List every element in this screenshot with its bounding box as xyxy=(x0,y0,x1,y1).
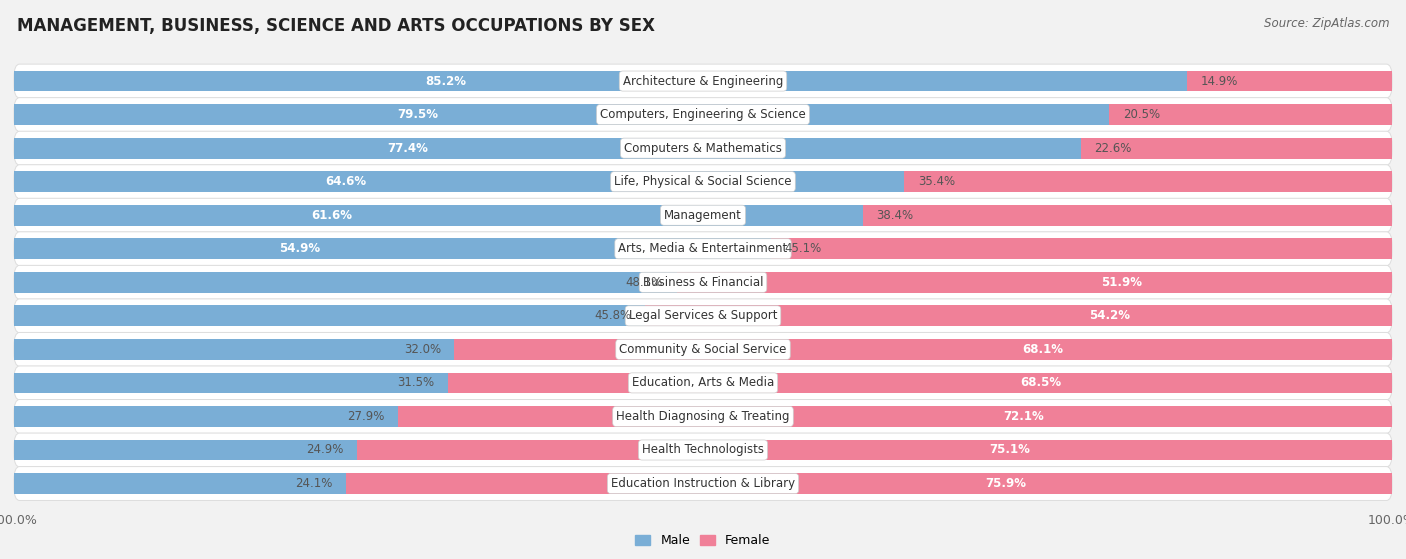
FancyBboxPatch shape xyxy=(14,467,1392,500)
Text: 85.2%: 85.2% xyxy=(425,74,465,88)
Text: Management: Management xyxy=(664,209,742,222)
FancyBboxPatch shape xyxy=(14,232,1392,266)
Bar xyxy=(904,171,1392,192)
Bar xyxy=(1187,70,1392,92)
Text: Computers, Engineering & Science: Computers, Engineering & Science xyxy=(600,108,806,121)
Text: 72.1%: 72.1% xyxy=(1004,410,1045,423)
Text: 45.8%: 45.8% xyxy=(595,309,631,323)
Bar xyxy=(454,339,1392,360)
Text: 54.9%: 54.9% xyxy=(278,242,321,255)
FancyBboxPatch shape xyxy=(14,333,1392,366)
Text: 14.9%: 14.9% xyxy=(1201,74,1237,88)
Bar xyxy=(14,339,456,360)
Text: Legal Services & Support: Legal Services & Support xyxy=(628,309,778,323)
Bar xyxy=(14,372,449,394)
Text: 35.4%: 35.4% xyxy=(918,175,955,188)
Text: Health Diagnosing & Treating: Health Diagnosing & Treating xyxy=(616,410,790,423)
Bar xyxy=(14,272,676,293)
Text: 48.1%: 48.1% xyxy=(626,276,664,289)
Bar xyxy=(449,372,1392,394)
Text: 31.5%: 31.5% xyxy=(396,376,434,390)
Bar xyxy=(645,305,1392,326)
Text: Health Technologists: Health Technologists xyxy=(643,443,763,457)
Bar xyxy=(357,439,1392,461)
Text: 32.0%: 32.0% xyxy=(404,343,441,356)
Text: Source: ZipAtlas.com: Source: ZipAtlas.com xyxy=(1264,17,1389,30)
Text: Community & Social Service: Community & Social Service xyxy=(619,343,787,356)
Bar xyxy=(676,272,1392,293)
Text: 24.1%: 24.1% xyxy=(295,477,332,490)
Text: Education Instruction & Library: Education Instruction & Library xyxy=(612,477,794,490)
Bar xyxy=(346,473,1392,494)
FancyBboxPatch shape xyxy=(14,299,1392,333)
FancyBboxPatch shape xyxy=(14,165,1392,198)
Text: 20.5%: 20.5% xyxy=(1123,108,1160,121)
Text: 68.1%: 68.1% xyxy=(1022,343,1063,356)
Bar xyxy=(14,70,1188,92)
Bar xyxy=(14,473,346,494)
Text: Business & Financial: Business & Financial xyxy=(643,276,763,289)
Text: MANAGEMENT, BUSINESS, SCIENCE AND ARTS OCCUPATIONS BY SEX: MANAGEMENT, BUSINESS, SCIENCE AND ARTS O… xyxy=(17,17,655,35)
Text: 75.9%: 75.9% xyxy=(986,477,1026,490)
Text: 79.5%: 79.5% xyxy=(398,108,439,121)
Text: 54.2%: 54.2% xyxy=(1090,309,1130,323)
FancyBboxPatch shape xyxy=(14,266,1392,299)
FancyBboxPatch shape xyxy=(14,98,1392,131)
FancyBboxPatch shape xyxy=(14,366,1392,400)
Bar xyxy=(863,205,1392,226)
Legend: Male, Female: Male, Female xyxy=(630,529,776,552)
Text: Education, Arts & Media: Education, Arts & Media xyxy=(631,376,775,390)
Bar xyxy=(1081,138,1392,159)
Bar xyxy=(14,138,1081,159)
FancyBboxPatch shape xyxy=(14,433,1392,467)
FancyBboxPatch shape xyxy=(14,64,1392,98)
Text: 38.4%: 38.4% xyxy=(876,209,914,222)
Bar xyxy=(14,406,398,427)
Bar xyxy=(14,238,770,259)
Text: 77.4%: 77.4% xyxy=(387,141,429,155)
Bar xyxy=(1109,104,1392,125)
Text: 64.6%: 64.6% xyxy=(326,175,367,188)
Bar xyxy=(14,104,1109,125)
Bar xyxy=(14,305,645,326)
Text: Architecture & Engineering: Architecture & Engineering xyxy=(623,74,783,88)
Text: 61.6%: 61.6% xyxy=(311,209,352,222)
Text: Arts, Media & Entertainment: Arts, Media & Entertainment xyxy=(619,242,787,255)
Bar xyxy=(14,205,863,226)
FancyBboxPatch shape xyxy=(14,131,1392,165)
Text: Computers & Mathematics: Computers & Mathematics xyxy=(624,141,782,155)
Bar xyxy=(14,439,357,461)
Text: 68.5%: 68.5% xyxy=(1021,376,1062,390)
Text: 51.9%: 51.9% xyxy=(1101,276,1142,289)
FancyBboxPatch shape xyxy=(14,400,1392,433)
Text: 45.1%: 45.1% xyxy=(785,242,821,255)
Text: 27.9%: 27.9% xyxy=(347,410,385,423)
FancyBboxPatch shape xyxy=(14,198,1392,232)
Text: 24.9%: 24.9% xyxy=(307,443,343,457)
Bar xyxy=(770,238,1392,259)
Text: 22.6%: 22.6% xyxy=(1094,141,1132,155)
Bar xyxy=(14,171,904,192)
Text: 75.1%: 75.1% xyxy=(988,443,1029,457)
Text: Life, Physical & Social Science: Life, Physical & Social Science xyxy=(614,175,792,188)
Bar xyxy=(398,406,1392,427)
